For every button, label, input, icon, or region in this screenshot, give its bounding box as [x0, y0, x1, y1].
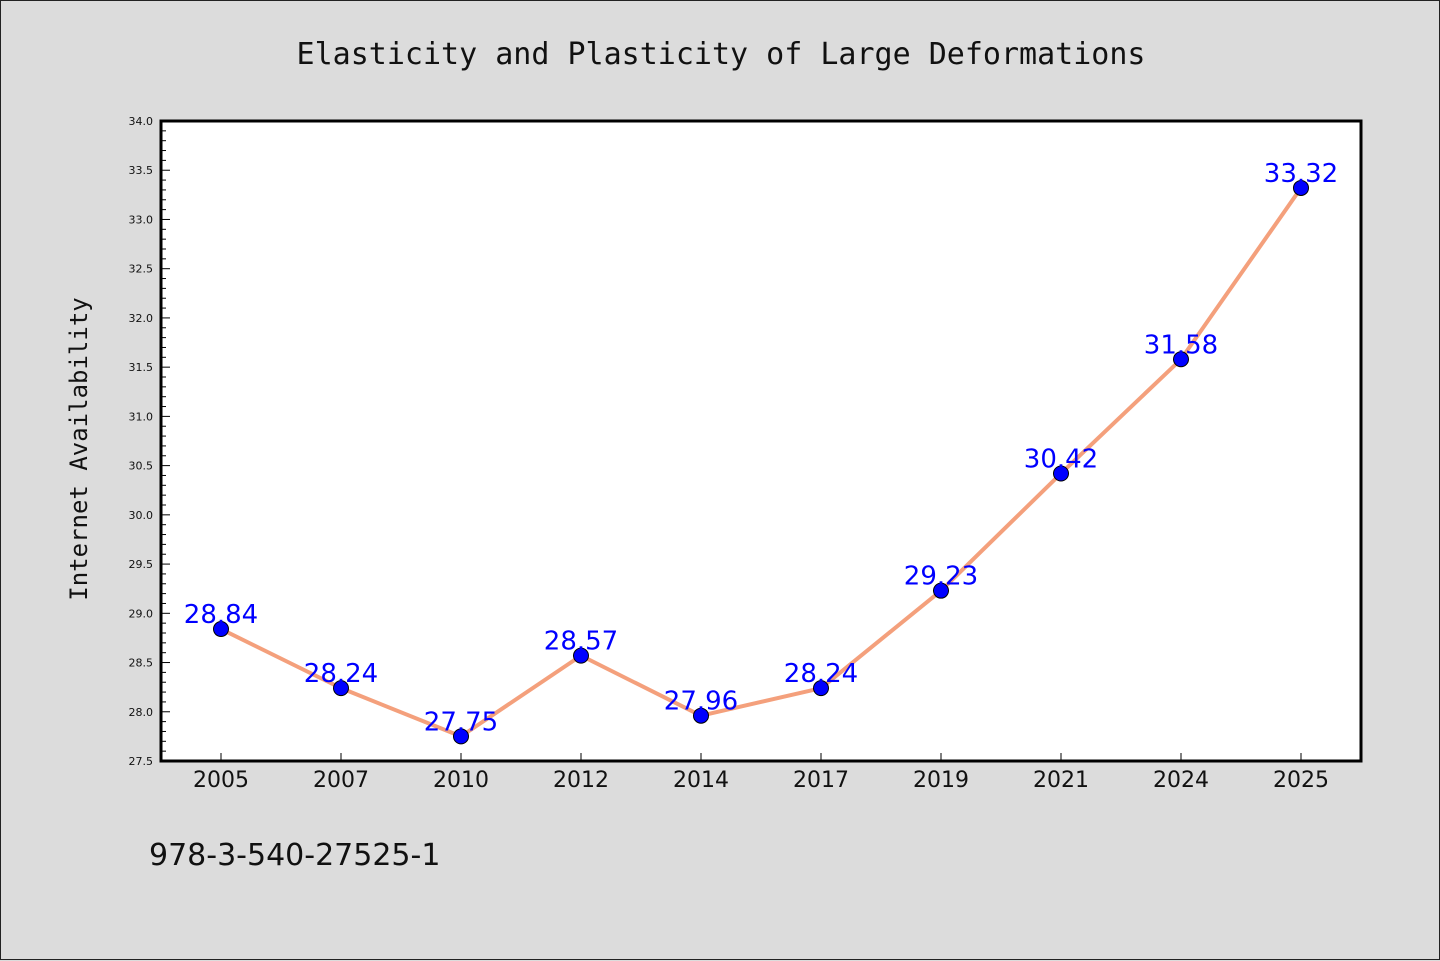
x-tick-label: 2010 [433, 768, 489, 793]
plot-area [159, 119, 1363, 763]
y-axis-label: Internet Availability [65, 297, 93, 600]
data-label: 33.32 [1264, 159, 1338, 189]
x-tick-label: 2019 [913, 768, 969, 793]
data-label: 31.58 [1144, 330, 1218, 360]
data-label: 27.75 [424, 707, 498, 737]
y-tick-label: 32.0 [129, 312, 154, 325]
y-tick-label: 31.0 [129, 410, 154, 423]
y-tick-label: 27.5 [129, 755, 154, 768]
x-axis-ticks: 2005 2007 2010 2012 2014 2017 2019 2021 2024 2025 [193, 753, 1329, 793]
data-point [933, 582, 949, 599]
x-tick-label: 2005 [193, 768, 249, 793]
data-point [573, 647, 589, 664]
y-tick-label: 29.0 [129, 607, 154, 620]
y-tick-label: 28.5 [129, 657, 154, 670]
data-label: 28.57 [544, 627, 618, 657]
isbn-annotation: 978-3-540-27525-1 [149, 838, 440, 873]
x-tick-label: 2007 [313, 768, 369, 793]
y-tick-label: 30.5 [129, 460, 154, 473]
data-point [813, 680, 829, 697]
data-label: 28.24 [304, 659, 378, 689]
data-point [1293, 179, 1309, 196]
x-tick-label: 2017 [793, 768, 849, 793]
data-point [333, 680, 349, 697]
y-tick-label: 29.5 [129, 558, 154, 571]
y-axis-ticks: 27.5 28.0 28.5 29.0 29.5 30.0 30.5 31.0 31.5 32.0… [129, 115, 170, 768]
data-point [1173, 351, 1189, 368]
data-label: 28.84 [184, 600, 258, 630]
chart-title: Elasticity and Plasticity of Large Defor… [297, 37, 1146, 72]
y-tick-label: 28.0 [129, 706, 154, 719]
series-line [219, 185, 1303, 739]
data-label: 27.96 [664, 687, 738, 717]
y-tick-label: 30.0 [129, 509, 154, 522]
x-tick-label: 2012 [553, 768, 609, 793]
y-tick-label: 32.5 [129, 263, 154, 276]
y-tick-label: 31.5 [129, 361, 154, 374]
x-tick-label: 2021 [1033, 768, 1089, 793]
data-label: 28.24 [784, 659, 858, 689]
x-tick-label: 2014 [673, 768, 729, 793]
y-tick-label: 34.0 [129, 115, 154, 128]
data-point [453, 728, 469, 745]
data-label: 29.23 [904, 562, 978, 592]
data-point [693, 707, 709, 724]
data-label: 30.42 [1024, 444, 1098, 474]
x-tick-label: 2024 [1153, 768, 1209, 793]
data-point [1053, 465, 1069, 482]
x-tick-label: 2025 [1273, 768, 1329, 793]
data-point [213, 621, 229, 638]
y-tick-label: 33.5 [129, 164, 154, 177]
series-layer: 28.84 28.24 27.75 28.57 27.96 28.24 29.23 30.42… [184, 159, 1338, 745]
y-tick-label: 33.0 [129, 213, 154, 226]
